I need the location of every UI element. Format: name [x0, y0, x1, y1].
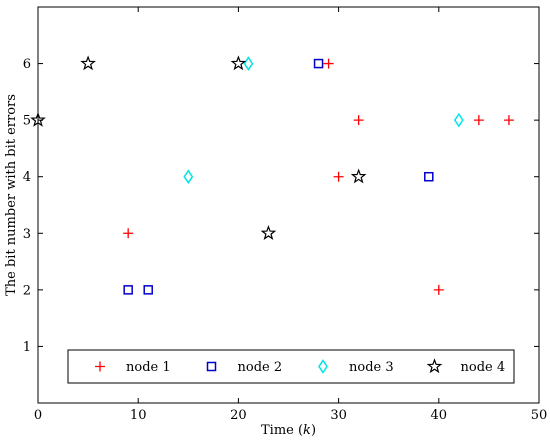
data-point-node-2 — [313, 58, 324, 69]
legend: node 1 node 2 node 3 node 4 — [67, 349, 515, 384]
data-point-node-1 — [433, 284, 444, 295]
y-tick-label: 3 — [23, 227, 31, 242]
y-tick-label: 6 — [23, 57, 31, 72]
x-axis-label-main: Time ( — [261, 423, 303, 438]
data-point-node-2 — [143, 285, 153, 295]
y-tick-label: 4 — [23, 170, 31, 185]
data-point-node-4 — [80, 55, 96, 71]
data-point-node-3 — [453, 112, 464, 128]
data-point-node-4 — [260, 225, 277, 240]
legend-label: node 4 — [461, 360, 506, 375]
data-point-node-3 — [183, 169, 194, 185]
x-axis-label: Time (k) — [261, 423, 316, 438]
legend-marker-node-3 — [318, 359, 328, 374]
x-axis-label-var: k — [303, 423, 311, 438]
x-tick-label: 10 — [130, 408, 147, 423]
data-point-node-2 — [424, 171, 434, 182]
legend-marker-node-2 — [206, 361, 217, 372]
legend-marker-node-4 — [426, 358, 443, 374]
x-tick-label: 30 — [330, 408, 347, 423]
data-point-node-4 — [230, 55, 247, 71]
data-point-node-1 — [333, 171, 344, 182]
plot-area — [37, 6, 540, 404]
data-point-node-2 — [123, 285, 133, 295]
legend-label: node 1 — [126, 360, 171, 375]
y-axis-label: The bit number with bit errors — [4, 94, 19, 296]
x-axis-label-close: ) — [311, 423, 316, 438]
data-point-node-4 — [30, 111, 46, 127]
data-point-node-1 — [353, 115, 364, 126]
x-tick-label: 50 — [531, 408, 548, 423]
x-tick-label: 20 — [230, 408, 247, 423]
x-tick-label: 0 — [34, 408, 42, 423]
legend-label: node 3 — [349, 360, 394, 375]
data-point-node-1 — [323, 58, 334, 69]
data-point-node-3 — [243, 56, 254, 71]
data-point-node-1 — [503, 115, 514, 126]
legend-label: node 2 — [238, 360, 283, 375]
y-tick-label: 5 — [23, 114, 31, 129]
data-point-node-1 — [473, 115, 484, 126]
data-point-node-1 — [123, 228, 134, 239]
legend-box — [67, 349, 515, 384]
x-tick-label: 40 — [431, 408, 448, 423]
y-tick-label: 1 — [23, 340, 31, 355]
y-tick-label: 2 — [23, 283, 31, 298]
data-point-node-4 — [350, 168, 367, 184]
legend-marker-node-1 — [95, 361, 105, 372]
